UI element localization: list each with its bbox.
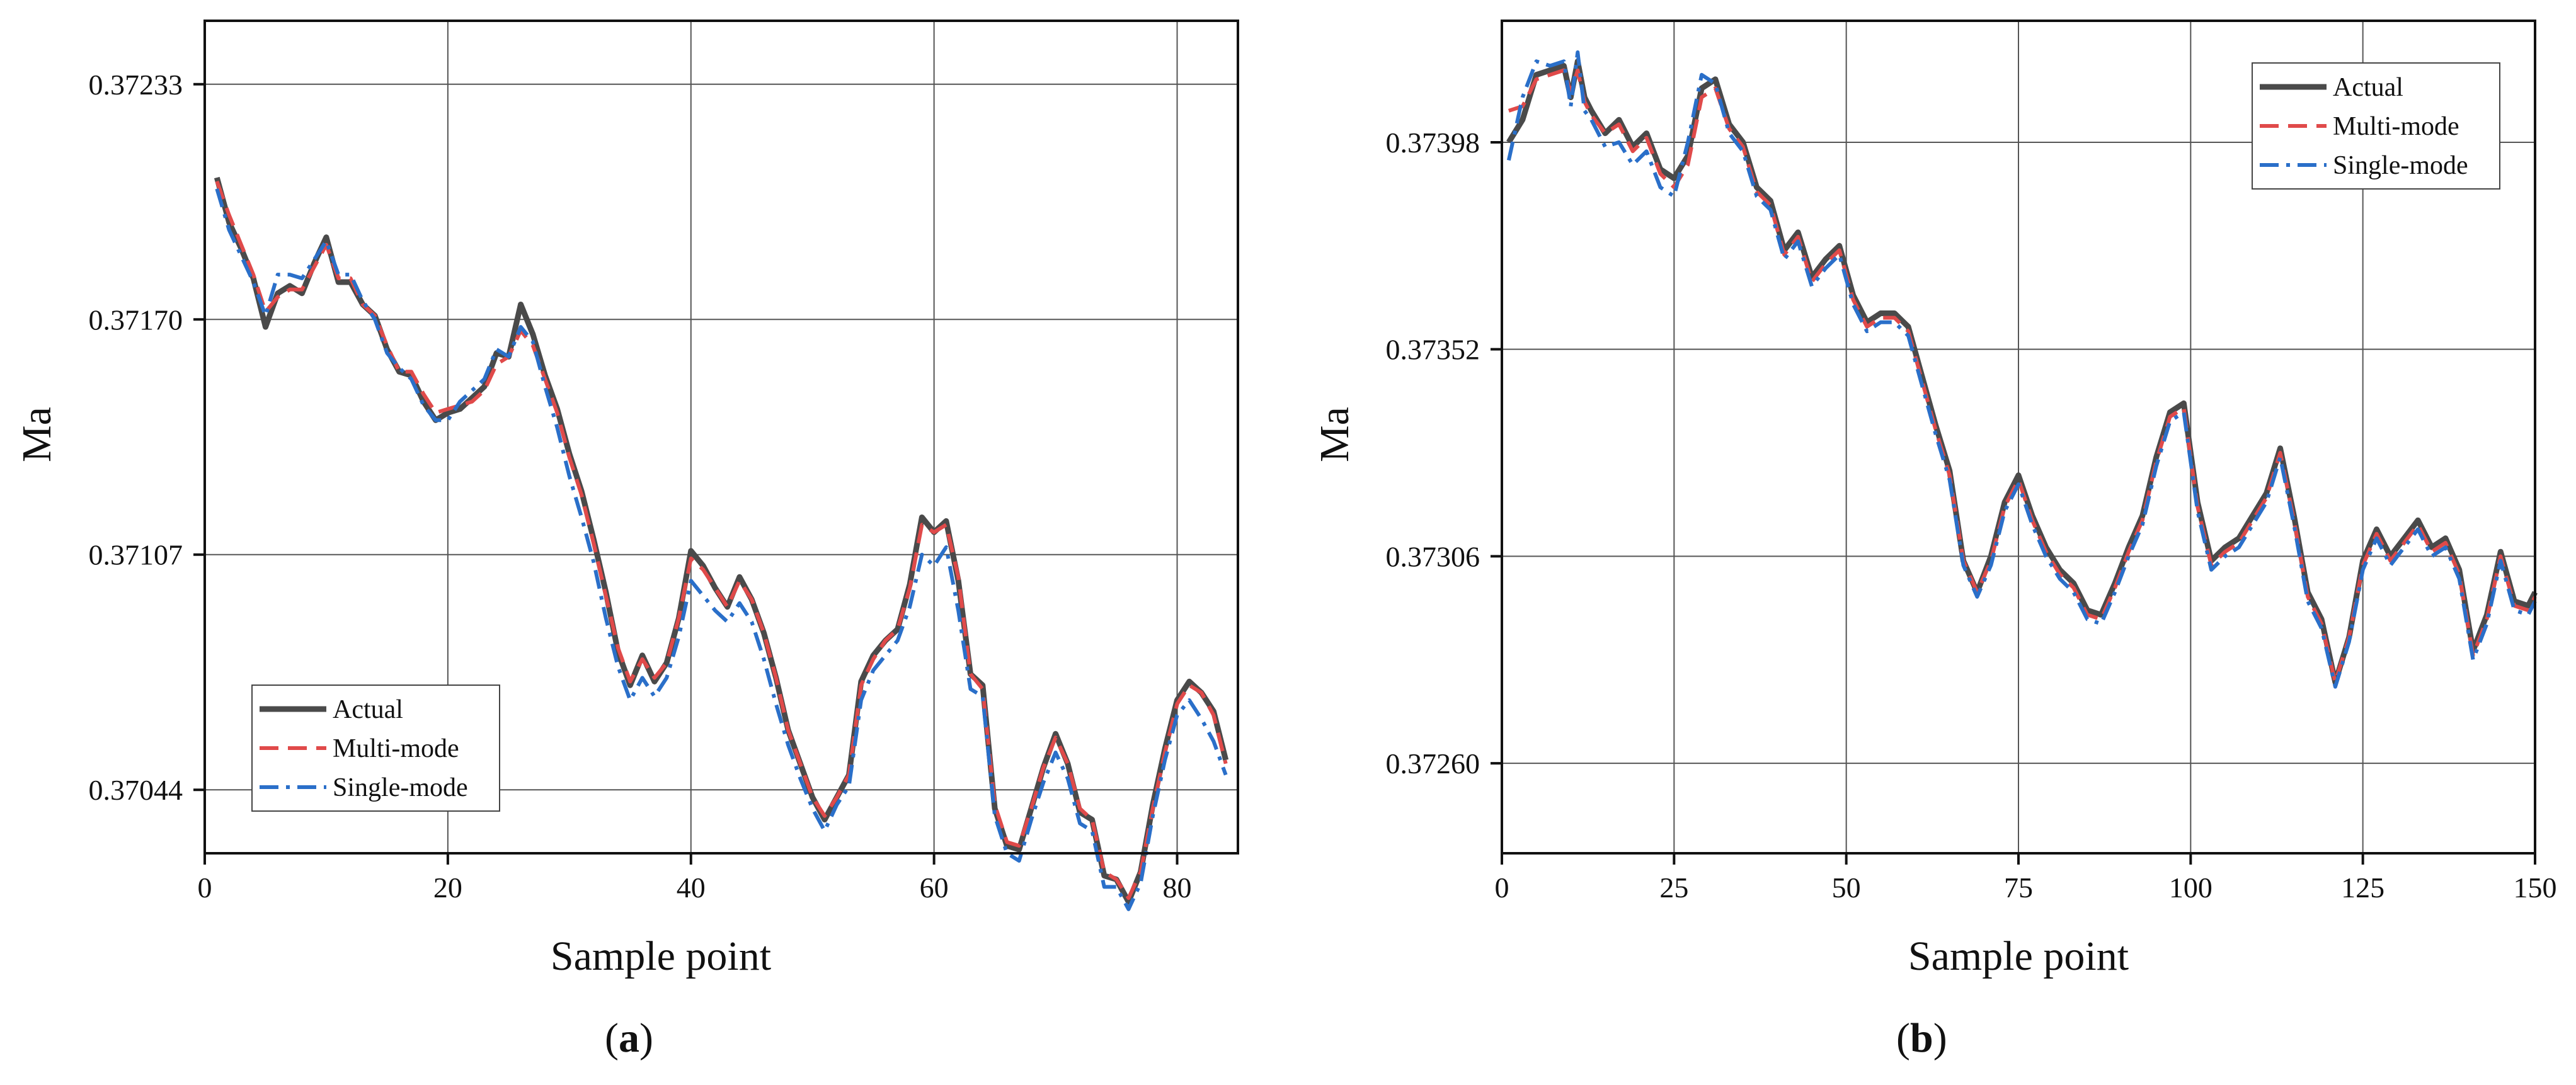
panel-a-x-tick-label: 60	[920, 872, 949, 904]
panel-a-ylabel: Ma	[14, 407, 60, 462]
panel-a-series-multi-mode	[215, 180, 1228, 900]
panel-a-y-tick-label: 0.37044	[89, 774, 183, 806]
panel-b-ylabel: Ma	[1312, 407, 1358, 462]
panel-a-y-tick-label: 0.37170	[89, 304, 183, 336]
chart-panel-b: 0 25 50 75 100 125 150 0.37260 0.37306 0.37352 0.3…	[1386, 20, 2557, 904]
panel-a-series-single-mode	[215, 188, 1228, 911]
panel-a-x-tick-label: 20	[433, 872, 462, 904]
panel-b-y-tick-label: 0.37260	[1386, 747, 1480, 780]
panel-a-caption-open: (	[605, 1015, 619, 1061]
panel-a-legend-label: Single-mode	[333, 773, 468, 802]
panel-a-xlabel: Sample point	[551, 933, 771, 979]
panel-b-caption: (b)	[1896, 1015, 1947, 1061]
panel-a-legend: Actual Multi-mode Single-mode	[251, 685, 500, 812]
panel-a-plot-frame	[203, 20, 1239, 855]
panel-a-y-tick-label: 0.37233	[89, 69, 183, 101]
panel-b-y-tick-label: 0.37398	[1386, 127, 1480, 159]
panel-b-legend-label: Multi-mode	[2333, 112, 2459, 141]
panel-b-series-multi-mode	[1508, 68, 2537, 685]
panel-b-x-tick-label: 50	[1832, 872, 1861, 904]
panel-a-x-tick-label: 0	[198, 872, 212, 904]
panel-b-x-tick-label: 100	[2169, 872, 2212, 904]
panel-a-caption-close: )	[639, 1015, 653, 1061]
panel-a-legend-label: Actual	[333, 695, 403, 724]
panel-a-x-tick-label: 80	[1163, 872, 1192, 904]
panel-a-x-tick-label: 40	[677, 872, 706, 904]
panel-b-caption-open: (	[1896, 1015, 1910, 1061]
panel-b-legend-label: Actual	[2333, 73, 2403, 102]
panel-a-y-tick-label: 0.37107	[89, 539, 183, 571]
panel-b-legend: Actual Multi-mode Single-mode	[2252, 62, 2500, 190]
panel-b-caption-close: )	[1933, 1015, 1947, 1061]
chart-panel-a: 0 20 40 60 80 0.37044 0.37107 0.37170 0.37233 Act…	[89, 20, 1239, 911]
panel-b-series-single-mode	[1506, 50, 2537, 689]
panel-b-x-tick-label: 150	[2514, 872, 2557, 904]
panel-b-x-tick-label: 25	[1659, 872, 1688, 904]
panel-b-xlabel: Sample point	[1908, 933, 2129, 979]
panel-a-legend-label: Multi-mode	[333, 734, 459, 763]
panel-b-x-tick-label: 75	[2004, 872, 2033, 904]
panel-b-y-tick-label: 0.37306	[1386, 540, 1480, 572]
panel-b-y-tick-label: 0.37352	[1386, 334, 1480, 366]
panel-b-caption-letter: b	[1910, 1015, 1933, 1061]
panel-b-x-tick-label: 125	[2341, 872, 2384, 904]
panel-a-caption: (a)	[605, 1015, 653, 1061]
panel-a-caption-letter: a	[619, 1015, 639, 1061]
panel-b-legend-label: Single-mode	[2333, 151, 2468, 180]
panel-b-x-tick-label: 0	[1495, 872, 1509, 904]
